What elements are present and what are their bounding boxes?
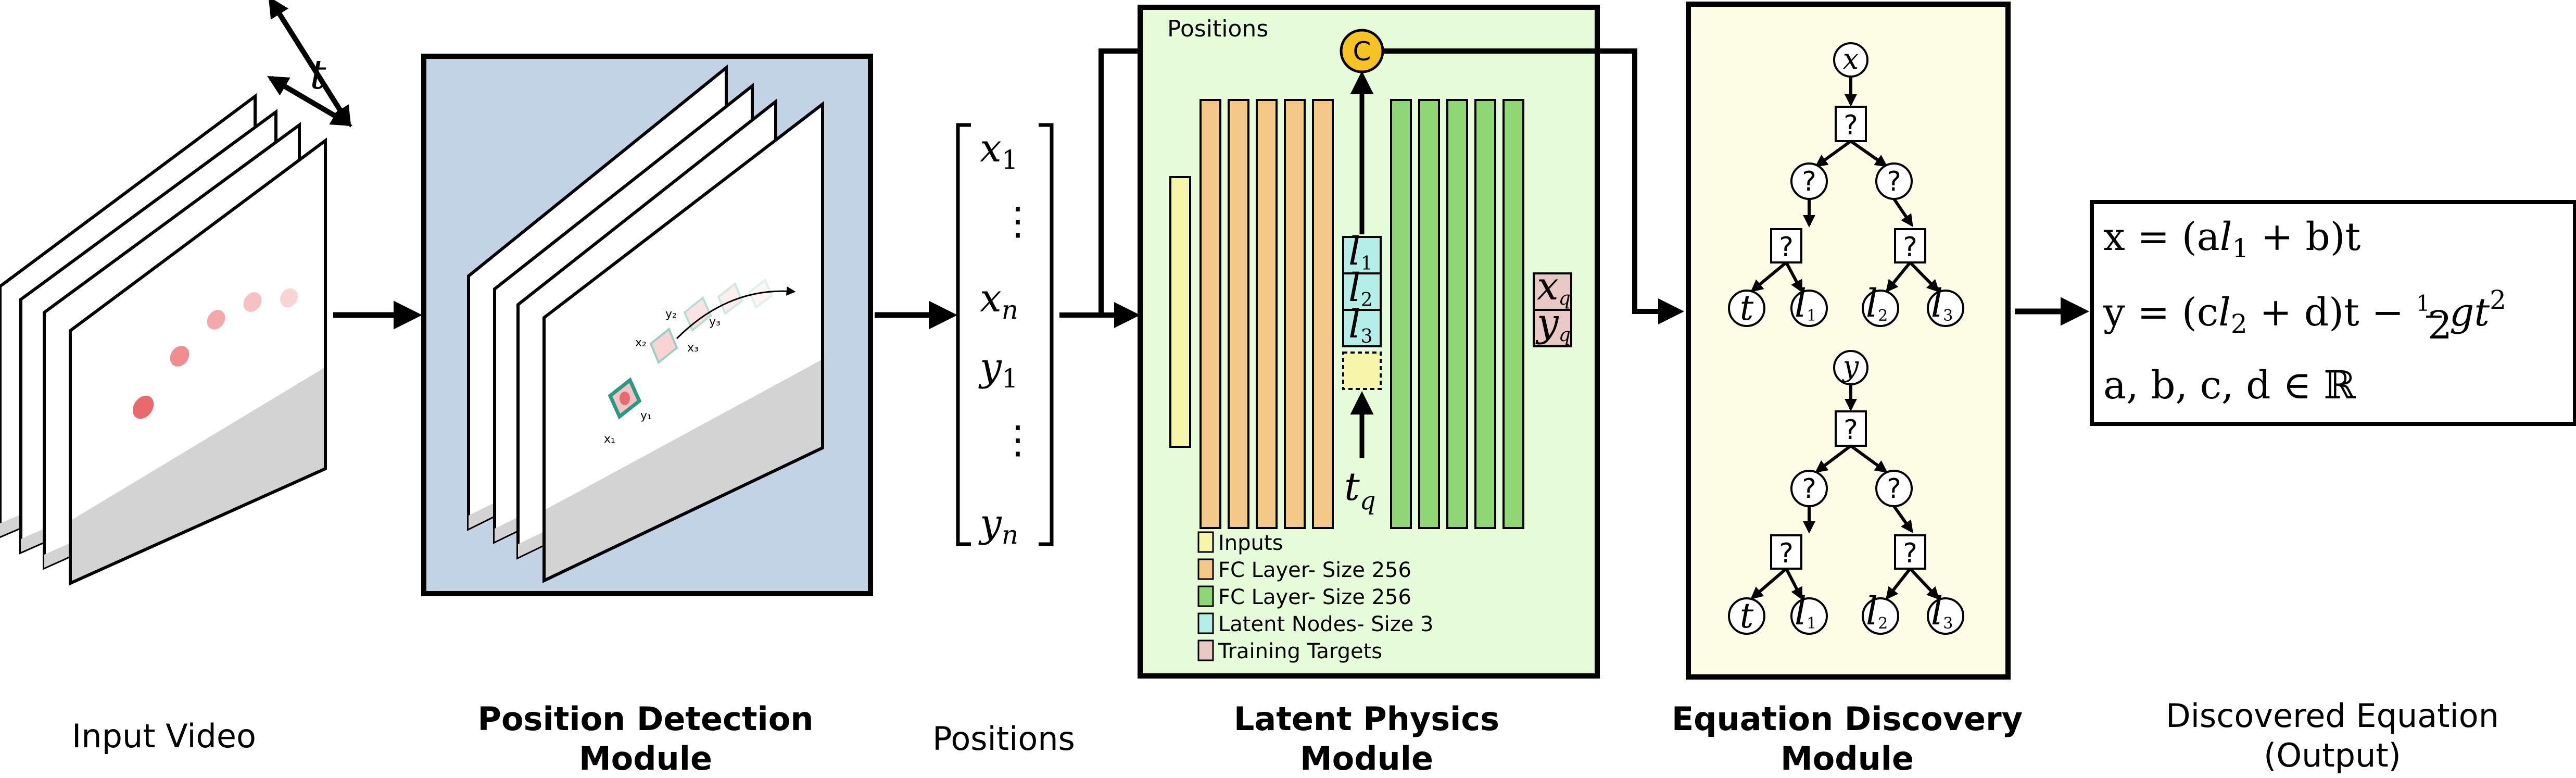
svg-text:l3: l3 bbox=[1931, 281, 1953, 326]
latent-nodes: l1 l2 l3 bbox=[1342, 229, 1382, 390]
ball-position-3 bbox=[207, 310, 225, 330]
caption-discovered-equation-2: (Output) bbox=[2264, 736, 2401, 774]
svg-text:l1: l1 bbox=[1795, 589, 1817, 634]
input-layer bbox=[1169, 176, 1191, 448]
query-time-input: tq bbox=[1344, 465, 1375, 516]
latent-legend: Inputs FC Layer- Size 256 FC Layer- Size… bbox=[1197, 531, 1434, 663]
svg-text:l2: l2 bbox=[1866, 281, 1888, 326]
svg-text:l2: l2 bbox=[1348, 266, 1373, 311]
svg-text:x₂: x₂ bbox=[635, 336, 647, 349]
caption-latent-physics-2: Module bbox=[1300, 739, 1433, 777]
svg-text:yq: yq bbox=[1535, 300, 1571, 346]
caption-input-video: Input Video bbox=[72, 717, 256, 755]
legend-inputs: Inputs bbox=[1218, 531, 1283, 555]
caption-equation-discovery-1: Equation Discovery bbox=[1672, 700, 2023, 738]
ball-position-5 bbox=[280, 288, 298, 308]
equation-tree-x-labels: x ? ? ? ? ? t l1 l2 l3 bbox=[1740, 43, 1953, 328]
svg-text:l3: l3 bbox=[1931, 589, 1953, 634]
vector-vdots-2: ⋮ bbox=[999, 418, 1037, 462]
svg-text:?: ? bbox=[1903, 538, 1917, 569]
svg-text:t: t bbox=[1740, 288, 1754, 328]
legend-fc-orange: FC Layer- Size 256 bbox=[1218, 558, 1411, 582]
svg-text:x: x bbox=[1843, 43, 1859, 76]
svg-text:x₃: x₃ bbox=[687, 342, 699, 355]
vector-entry-y1: y1 bbox=[978, 345, 1018, 394]
discovered-equation-box bbox=[2090, 200, 2576, 426]
equation-line-2-tail: gt2 bbox=[2449, 285, 2506, 335]
vector-entry-x1: x1 bbox=[980, 126, 1018, 175]
svg-text:xq: xq bbox=[1537, 264, 1571, 309]
tracking-labels: x₁ y₁ x₂ y₂ x₃ y₃ bbox=[604, 308, 721, 446]
vector-vdots-1: ⋮ bbox=[999, 199, 1037, 244]
svg-text:?: ? bbox=[1779, 538, 1794, 569]
svg-text:?: ? bbox=[1903, 232, 1917, 263]
training-targets: xq yq bbox=[1533, 264, 1572, 347]
fc-layers-orange bbox=[1199, 99, 1334, 529]
svg-text:l3: l3 bbox=[1348, 302, 1373, 347]
svg-text:l1: l1 bbox=[1348, 229, 1373, 274]
time-axis-label: t bbox=[310, 52, 326, 98]
ball-position-1 bbox=[132, 395, 154, 419]
fc-layers-green bbox=[1390, 99, 1524, 529]
position-vector: x1 ⋮ xn y1 ⋮ yn bbox=[956, 123, 1054, 550]
caption-latent-physics-1: Latent Physics bbox=[1234, 700, 1499, 738]
caption-position-detection-1: Position Detection bbox=[478, 700, 814, 738]
input-video-frames bbox=[0, 93, 327, 586]
ball-position-4 bbox=[243, 292, 262, 312]
legend-training-targets: Training Targets bbox=[1218, 639, 1382, 663]
svg-text:?: ? bbox=[1887, 473, 1901, 505]
svg-text:y₁: y₁ bbox=[640, 409, 652, 422]
svg-text:?: ? bbox=[1843, 110, 1858, 141]
svg-text:?: ? bbox=[1802, 166, 1816, 197]
arrow-latent-to-equation bbox=[1384, 48, 1684, 324]
vector-entry-xn: xn bbox=[980, 276, 1018, 325]
svg-text:t: t bbox=[1740, 596, 1754, 636]
caption-position-detection-2: Module bbox=[579, 739, 712, 777]
svg-text:x₁: x₁ bbox=[604, 433, 615, 446]
caption-equation-discovery-2: Module bbox=[1781, 739, 1914, 777]
equation-line-3: a, b, c, d ∈ ℝ bbox=[2103, 363, 2356, 408]
captions: Input Video Position Detection Module Po… bbox=[72, 697, 2499, 777]
detection-frames bbox=[467, 64, 824, 583]
equation-tree-x bbox=[1728, 42, 1964, 327]
svg-text:?: ? bbox=[1779, 232, 1794, 263]
svg-text:?: ? bbox=[1843, 415, 1858, 446]
svg-text:y: y bbox=[1842, 350, 1860, 383]
latent-box-positions-label: Positions bbox=[1167, 16, 1268, 42]
equation-line-1: x = (al1 + b)t bbox=[2103, 215, 2361, 263]
tracking-boxes bbox=[608, 278, 796, 420]
svg-text:y₃: y₃ bbox=[709, 316, 721, 329]
caption-discovered-equation-1: Discovered Equation bbox=[2166, 697, 2499, 735]
equation-tree-y bbox=[1728, 350, 1964, 635]
equation-line-2: y = (cl2 + d)t − 1 bbox=[2103, 290, 2430, 339]
caption-positions: Positions bbox=[932, 720, 1075, 758]
svg-text:l2: l2 bbox=[1866, 589, 1888, 634]
svg-text:?: ? bbox=[1887, 166, 1901, 197]
equation-tree-y-labels: y ? ? ? ? ? t l1 l2 l3 bbox=[1740, 350, 1953, 636]
ball-position-2 bbox=[170, 346, 190, 367]
legend-latent-nodes: Latent Nodes- Size 3 bbox=[1218, 612, 1434, 636]
equation-fraction-denominator: 2 bbox=[2428, 303, 2452, 348]
vector-entry-yn: yn bbox=[978, 501, 1018, 550]
concatenate-node bbox=[1340, 29, 1384, 73]
legend-fc-green: FC Layer- Size 256 bbox=[1218, 585, 1411, 609]
svg-text:y₂: y₂ bbox=[665, 308, 677, 321]
svg-text:l1: l1 bbox=[1795, 281, 1817, 326]
svg-text:C: C bbox=[1353, 36, 1371, 67]
svg-text:?: ? bbox=[1802, 473, 1816, 505]
equation-discovery-module-box bbox=[1686, 2, 2011, 680]
